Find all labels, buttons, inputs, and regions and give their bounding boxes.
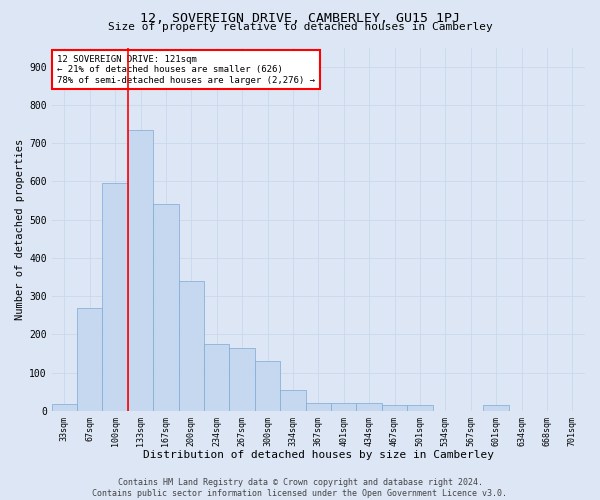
Bar [204, 344, 229, 411]
X-axis label: Distribution of detached houses by size in Camberley: Distribution of detached houses by size … [143, 450, 494, 460]
Bar [305, 404, 331, 411]
Bar [153, 204, 179, 411]
Bar [229, 348, 255, 411]
Text: 12, SOVEREIGN DRIVE, CAMBERLEY, GU15 1PJ: 12, SOVEREIGN DRIVE, CAMBERLEY, GU15 1PJ [140, 12, 460, 26]
Y-axis label: Number of detached properties: Number of detached properties [15, 138, 25, 320]
Bar [52, 404, 77, 411]
Bar [255, 361, 280, 411]
Text: Size of property relative to detached houses in Camberley: Size of property relative to detached ho… [107, 22, 493, 32]
Bar [128, 130, 153, 411]
Text: 12 SOVEREIGN DRIVE: 121sqm
← 21% of detached houses are smaller (626)
78% of sem: 12 SOVEREIGN DRIVE: 121sqm ← 21% of deta… [57, 55, 315, 84]
Bar [382, 405, 407, 411]
Bar [484, 405, 509, 411]
Bar [179, 281, 204, 411]
Bar [331, 404, 356, 411]
Text: Contains HM Land Registry data © Crown copyright and database right 2024.
Contai: Contains HM Land Registry data © Crown c… [92, 478, 508, 498]
Bar [103, 184, 128, 411]
Bar [356, 404, 382, 411]
Bar [280, 390, 305, 411]
Bar [77, 308, 103, 411]
Bar [407, 405, 433, 411]
